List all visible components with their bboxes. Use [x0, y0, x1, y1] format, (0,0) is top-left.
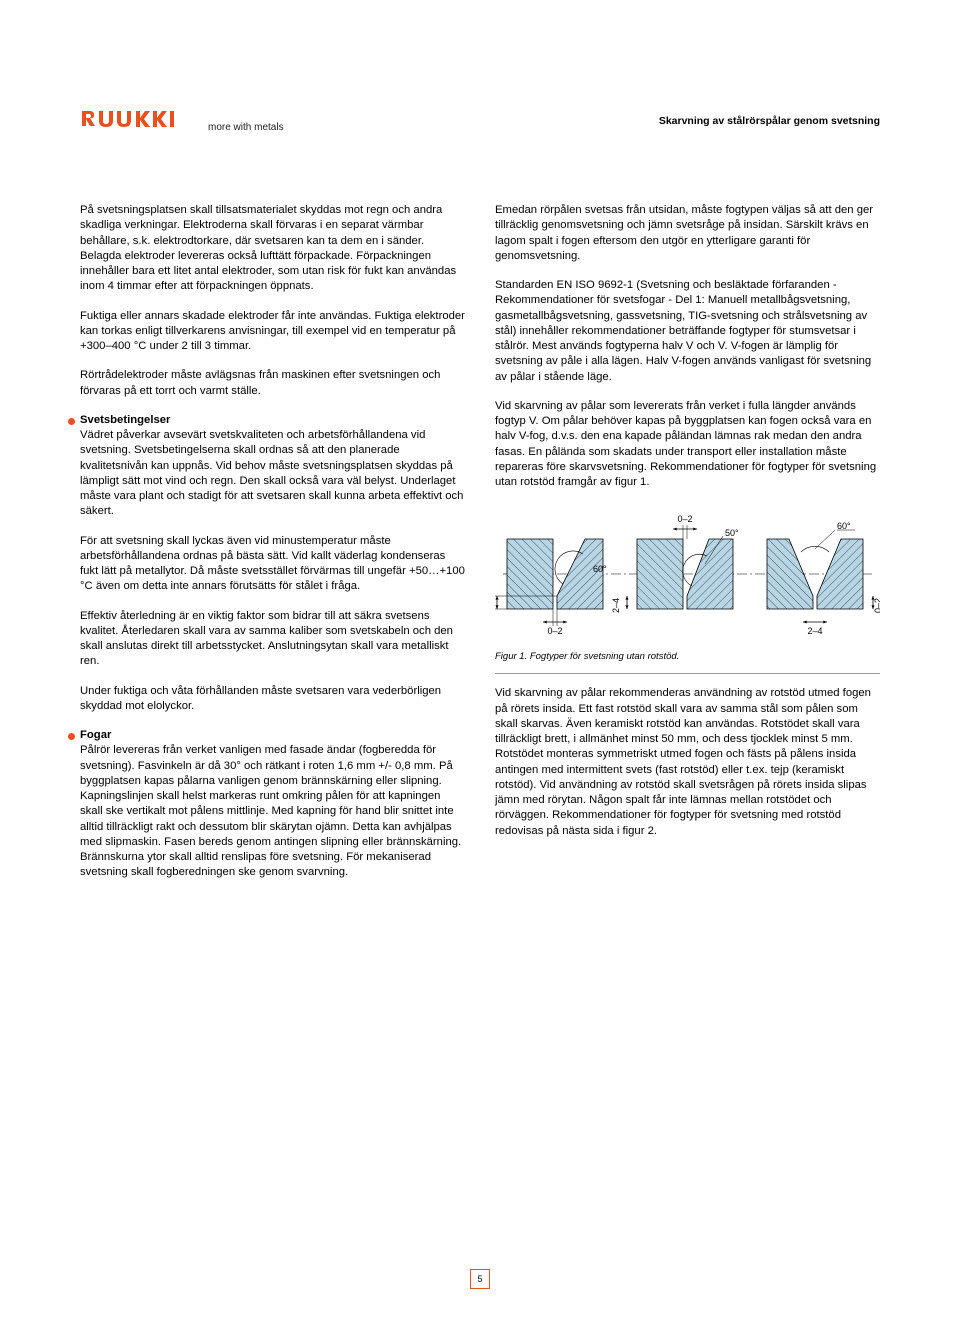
section-fogar: Fogar Pålrör levereras från verket vanli… [80, 728, 465, 881]
paragraph: Fuktiga eller annars skadade elektroder … [80, 309, 465, 355]
paragraph: Vid skarvning av pålar rekommenderas anv… [495, 686, 880, 839]
svg-text:50°: 50° [725, 528, 739, 538]
svg-text:0–2: 0–2 [677, 514, 692, 524]
right-column: Emedan rörpålen svetsas från utsidan, må… [495, 203, 880, 895]
ruukki-logo [80, 108, 200, 130]
brand-tagline: more with metals [208, 122, 284, 133]
figure-1: 0–22–460°0–22–450°60°2–40–2 Figur 1. Fog… [495, 504, 880, 674]
left-column: På svetsningsplatsen skall tillsatsmater… [80, 203, 465, 895]
svg-text:60°: 60° [593, 564, 607, 574]
content-columns: På svetsningsplatsen skall tillsatsmater… [80, 203, 880, 895]
section-heading: Fogar [80, 729, 111, 741]
figure-1-caption: Figur 1. Fogtyper för svetsning utan rot… [495, 651, 880, 675]
section-svetsbetingelser: Svetsbetingelser Vädret påverkar avsevär… [80, 413, 465, 520]
document-title: Skarvning av stålrörspålar genom svetsni… [659, 115, 880, 127]
paragraph: Vädret påverkar avsevärt svetskvaliteten… [80, 429, 463, 517]
svg-text:60°: 60° [837, 521, 851, 531]
paragraph: Vid skarvning av pålar som levererats fr… [495, 399, 880, 491]
svg-text:2–4: 2–4 [807, 626, 822, 636]
paragraph: Standarden EN ISO 9692-1 (Svetsning och … [495, 278, 880, 385]
paragraph: På svetsningsplatsen skall tillsatsmater… [80, 203, 465, 295]
paragraph: Under fuktiga och våta förhållanden måst… [80, 684, 465, 715]
figure-1-svg: 0–22–460°0–22–450°60°2–40–2 [495, 504, 880, 639]
section-heading: Svetsbetingelser [80, 414, 170, 426]
svg-text:2–4: 2–4 [611, 598, 621, 613]
page: more with metals Skarvning av stålrörspå… [0, 0, 960, 1329]
paragraph: Emedan rörpålen svetsas från utsidan, må… [495, 203, 880, 264]
paragraph: För att svetsning skall lyckas även vid … [80, 534, 465, 595]
brand-block: more with metals [80, 108, 284, 133]
paragraph: Effektiv återledning är en viktig faktor… [80, 609, 465, 670]
svg-text:0–2: 0–2 [873, 598, 880, 613]
paragraph: Rörtrådelektroder måste avlägsnas från m… [80, 368, 465, 399]
svg-text:0–2: 0–2 [547, 626, 562, 636]
header: more with metals Skarvning av stålrörspå… [80, 108, 880, 133]
page-number: 5 [470, 1269, 490, 1289]
paragraph: Pålrör levereras från verket vanligen me… [80, 744, 461, 878]
